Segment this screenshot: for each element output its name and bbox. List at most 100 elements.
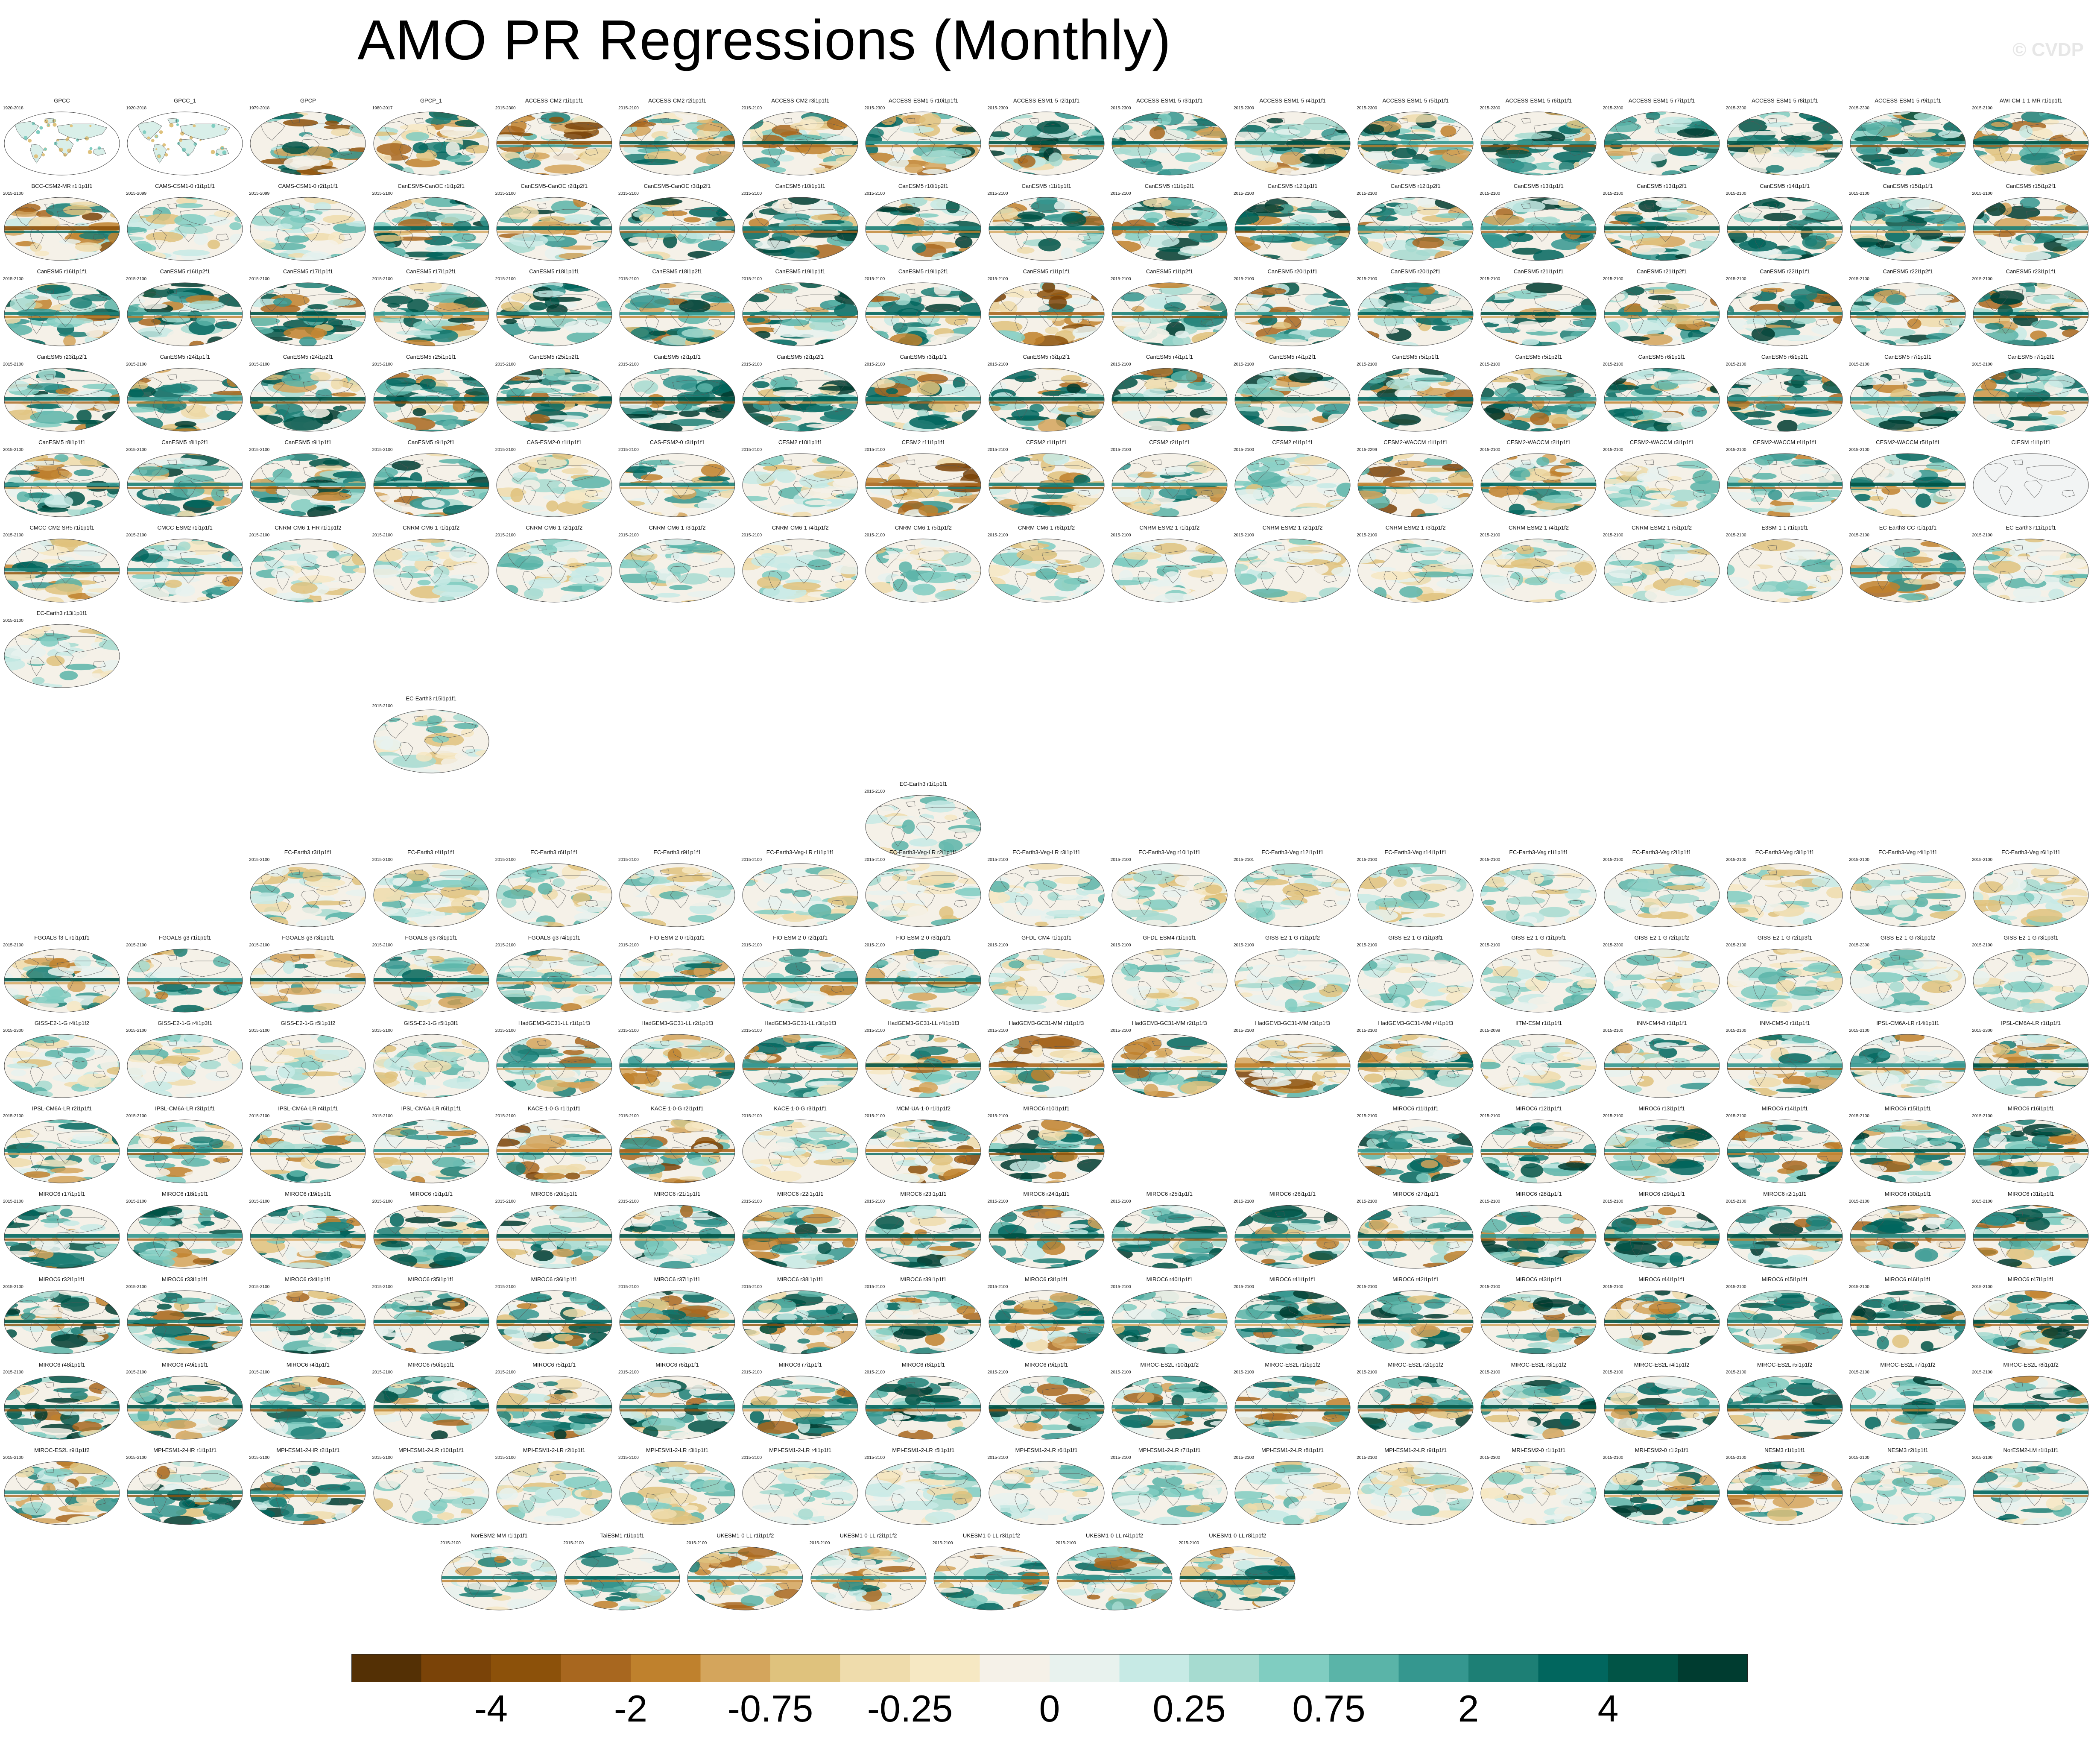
panel-years: 2015-2100: [249, 362, 270, 367]
map-panel: EC-Earth3 r6i1p1f1 2015-2100: [494, 849, 614, 934]
panel-years: 2015-2300: [1480, 106, 1500, 111]
panel-title: GPCP_1: [420, 97, 442, 104]
panel-title: CanESM5 r1i1p2f1: [1146, 268, 1193, 275]
panel-years: 2015-2100: [126, 1455, 147, 1460]
regression-map: [619, 282, 735, 346]
panel-title: CanESM5 r20i1p1f1: [1267, 268, 1318, 275]
panel-years: 2015-2100: [1849, 858, 1869, 862]
map-panel: IPSL-CM6A-LR r6i1p1f1 2015-2100: [371, 1105, 491, 1191]
panel-title: UKESM1-0-LL r8i1p1f2: [1209, 1532, 1266, 1539]
panel-years: 2015-2100: [249, 1285, 270, 1289]
colorbar-swatch: [910, 1654, 980, 1682]
panel-years: 2015-2100: [1480, 362, 1500, 367]
regression-map: [865, 197, 981, 261]
map-panel: ACCESS-ESM1-5 r8i1p1f1 2015-2300: [1725, 97, 1845, 183]
panel-years: 2015-2100: [249, 448, 270, 452]
map-panel: CanESM5 r10i1p1f1 2015-2100: [740, 183, 860, 268]
panel-years: 2015-2100: [1110, 1370, 1131, 1375]
panel-title: GISS-E2-1-G r2i1p3f1: [1757, 934, 1812, 941]
regression-map: [619, 111, 735, 176]
panel-title: MIROC-ES2L r2i1p1f2: [1388, 1362, 1443, 1368]
panel-years: 2015-2100: [741, 362, 762, 367]
regression-map: [373, 1119, 489, 1183]
map-panel: CanESM5 r2i1p1f1 2015-2100: [617, 354, 737, 439]
regression-map: [250, 949, 366, 1013]
regression-map: [1234, 453, 1351, 517]
regression-map: [619, 1205, 735, 1269]
panel-title: FGOALS-g3 r4i1p1f1: [528, 934, 580, 941]
panel-title: CanESM5 r15i1p2f1: [2006, 183, 2056, 189]
panel-title: CNRM-CM6-1 r3i1p1f2: [649, 524, 706, 531]
panel-title: MIROC6 r44i1p1f1: [1638, 1276, 1685, 1282]
regression-map: [1727, 197, 1843, 261]
regression-map: [619, 453, 735, 517]
panel-title: CanESM5 r10i1p2f1: [898, 183, 948, 189]
regression-map: [1973, 539, 2089, 603]
panel-title: CanESM5 r23i1p2f1: [37, 354, 87, 360]
map-panel: CanESM5 r8i1p1f1 2015-2100: [2, 439, 122, 524]
colorbar-swatch: [700, 1654, 771, 1682]
map-panel: CanESM5 r6i1p2f1 2015-2100: [1725, 354, 1845, 439]
panel-title: IITM-ESM r1i1p1f1: [1515, 1020, 1562, 1026]
panel-years: 2015-2100: [3, 448, 23, 452]
panel-years: 2015-2100: [741, 277, 762, 281]
panel-title: CESM2-WACCM r1i1p1f1: [1383, 439, 1448, 445]
regression-map: [989, 368, 1105, 432]
panel-years: 2015-2100: [864, 1455, 885, 1460]
regression-map: [250, 368, 366, 432]
panel-title: MIROC-ES2L r3i1p1f2: [1511, 1362, 1567, 1368]
panel-title: MIROC6 r23i1p1f1: [900, 1191, 947, 1197]
colorbar-swatch: [421, 1654, 491, 1682]
panel-title: CESM2-WACCM r4i1p1f1: [1752, 439, 1817, 445]
panel-title: MIROC6 r17i1p1f1: [38, 1191, 85, 1197]
map-panel: EC-Earth3-Veg r1i1p1f1 2015-2100: [1479, 849, 1598, 934]
regression-map: [1850, 282, 1966, 346]
regression-map: [127, 1119, 243, 1183]
map-panel: UKESM1-0-LL r4i1p1f2 2015-2100: [1055, 1532, 1174, 1618]
panel-title: CanESM5 r8i1p1f1: [38, 439, 85, 445]
regression-map: [1604, 1290, 1720, 1354]
panel-title: MIROC6 r1i1p1f1: [409, 1191, 453, 1197]
panel-years: 2015-2100: [1972, 533, 1993, 538]
map-panel: EC-Earth3-Veg-LR r2i1p1f1 2015-2100: [863, 849, 983, 934]
panel-years: 2015-2100: [1603, 362, 1623, 367]
panel-years: 2015-2100: [1603, 1114, 1623, 1118]
panel-years: 2015-2100: [864, 858, 885, 862]
panel-years: 2015-2300: [3, 1028, 23, 1033]
regression-map: [127, 368, 243, 432]
panel-title: EC-Earth3-Veg r12i1p1f1: [1261, 849, 1324, 855]
panel-title: HadGEM3-GC31-LL r1i1p1f3: [518, 1020, 590, 1026]
map-panel: MPI-ESM1-2-LR r10i1p1f1 2015-2100: [371, 1447, 491, 1532]
panel-title: EC-Earth3 r11i1p1f1: [2006, 524, 2056, 531]
regression-map: [865, 111, 981, 176]
map-panel: CanESM5 r4i1p1f1 2015-2100: [1110, 354, 1229, 439]
colorbar-tick-label: -0.75: [727, 1687, 813, 1730]
map-panel: CanESM5 r19i1p2f1 2015-2100: [863, 268, 983, 354]
map-panel: CanESM5 r9i1p2f1 2015-2100: [371, 439, 491, 524]
map-panel: MPI-ESM1-2-LR r4i1p1f1 2015-2100: [740, 1447, 860, 1532]
colorbar-swatch: [1329, 1654, 1399, 1682]
panel-years: 2015-2100: [1972, 1199, 1993, 1204]
panel-title: CNRM-CM6-1 r5i1p1f2: [895, 524, 952, 531]
regression-map: [4, 1205, 120, 1269]
panel-title: EC-Earth3 r13i1p1f1: [36, 610, 88, 616]
regression-map: [865, 795, 981, 859]
panel-years: 2015-2100: [372, 277, 393, 281]
regression-map: [496, 1205, 612, 1269]
panel-title: MIROC6 r33i1p1f1: [161, 1276, 208, 1282]
regression-map: [4, 539, 120, 603]
map-panel: MIROC6 r10i1p1f1 2015-2100: [987, 1105, 1106, 1191]
panel-title: MIROC6 r27i1p1f1: [1392, 1191, 1439, 1197]
regression-map: [1850, 111, 1966, 176]
panel-years: 2015-2100: [1972, 943, 1993, 948]
map-panel: HadGEM3-GC31-LL r3i1p1f3 2015-2100: [740, 1020, 860, 1105]
panel-title: MIROC6 r42i1p1f1: [1392, 1276, 1439, 1282]
panel-years: 2015-2100: [1972, 277, 1993, 281]
panel-years: 2015-2100: [1480, 1199, 1500, 1204]
regression-map: [865, 539, 981, 603]
colorbar-swatch: [980, 1654, 1050, 1682]
panel-title: CanESM5 r21i1p2f1: [1637, 268, 1687, 275]
map-panel: GISS-E2-1-G r2i1p3f1 2015-2100: [1725, 934, 1845, 1020]
panel-years: 2015-2100: [864, 1114, 885, 1118]
panel-years: 2015-2100: [249, 1455, 270, 1460]
